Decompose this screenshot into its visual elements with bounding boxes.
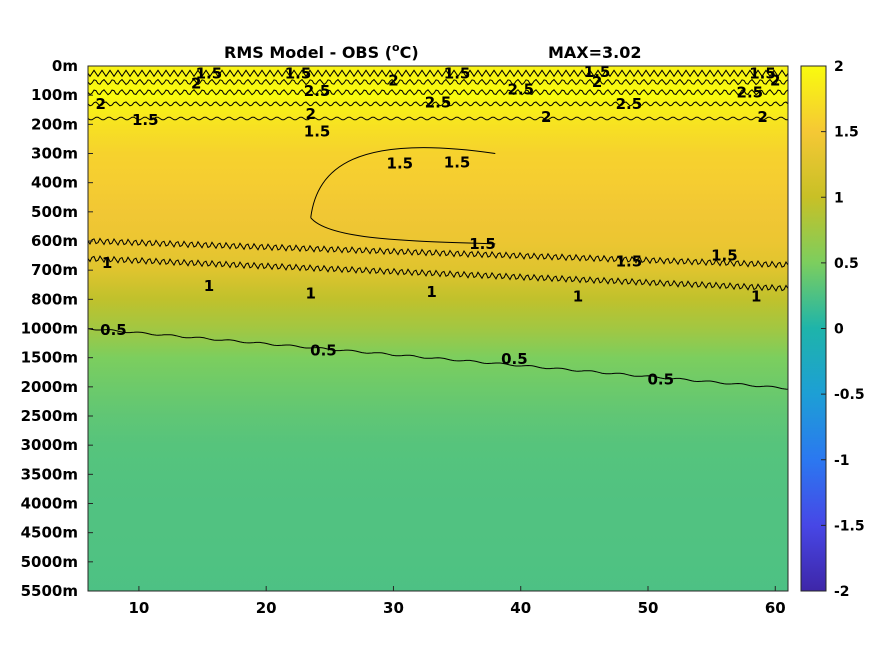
contour-label: 1 — [426, 283, 436, 301]
colorbar-tick-label: -1.5 — [834, 518, 865, 534]
y-axis: 0m 100m 200m 300m 400m 500m 600m 700m 800m 1000m 1… — [21, 57, 93, 600]
y-tick-label: 500m — [31, 203, 78, 221]
contour-label: 0.5 — [501, 350, 528, 368]
max-label: MAX=3.02 — [548, 43, 642, 62]
y-tick-label: 5000m — [21, 553, 78, 571]
contour-label: 1 — [306, 285, 316, 303]
y-tick-label: 1500m — [21, 349, 78, 367]
contour-label: 1.5 — [444, 64, 471, 82]
contour-label: 1.5 — [749, 64, 776, 82]
contour-label: 1 — [573, 287, 583, 305]
y-tick-label: 200m — [31, 115, 78, 133]
contour-label: 0.5 — [310, 341, 337, 359]
contour-label: 2 — [592, 73, 602, 91]
contour-label: 2.5 — [737, 83, 764, 101]
contour-label: 1.5 — [387, 155, 414, 173]
y-tick-label: 700m — [31, 261, 78, 279]
contour-label: 1.5 — [584, 63, 611, 81]
y-tick-label: 100m — [31, 86, 78, 104]
y-tick-label: 800m — [31, 290, 78, 308]
contour-label: 2 — [96, 95, 106, 113]
contour-label: 2 — [191, 75, 201, 93]
chart-title: RMS Model - OBS (oC) — [224, 41, 419, 62]
colorbar-tick-label: -0.5 — [834, 387, 865, 403]
contour-label: 1 — [751, 287, 761, 305]
x-tick-label: 50 — [638, 599, 659, 617]
colorbar-tick-label: 0.5 — [834, 256, 859, 272]
y-tick-label: 2000m — [21, 378, 78, 396]
contour-label: 1 — [204, 277, 214, 295]
y-tick-label: 4000m — [21, 495, 78, 513]
contour-label: 1 — [102, 254, 112, 272]
contour-line — [87, 89, 789, 96]
contour-label: 2 — [388, 72, 398, 90]
contour-label: 1.5 — [132, 111, 159, 129]
contour-line — [87, 101, 789, 107]
y-tick-label: 400m — [31, 174, 78, 192]
contour-label: 2 — [306, 105, 316, 123]
colorbar-tick-label: 2 — [834, 59, 844, 75]
contour-line — [87, 237, 789, 269]
y-tick-label: 300m — [31, 145, 78, 163]
colorbar-axis: 2 1.5 1 0.5 0 -0.5 -1 -1.5 -2 — [821, 59, 865, 600]
colorbar-tick-label: 1.5 — [834, 125, 859, 141]
colorbar-tick-label: 0 — [834, 322, 844, 338]
y-tick-label: 600m — [31, 232, 78, 250]
y-tick-label: 3000m — [21, 436, 78, 454]
x-tick-label: 40 — [510, 599, 531, 617]
contour-line — [87, 116, 788, 121]
x-tick-label: 10 — [128, 599, 149, 617]
x-axis: 10 20 30 40 50 60 — [128, 586, 786, 617]
contour-label: 2.5 — [304, 82, 331, 100]
colorbar-tick-label: -2 — [834, 584, 850, 600]
colorbar-tick-label: -1 — [834, 453, 850, 469]
contour-label: 2 — [757, 108, 767, 126]
x-tick-label: 30 — [383, 599, 404, 617]
x-tick-label: 20 — [256, 599, 277, 617]
x-tick-label: 60 — [765, 599, 786, 617]
contour-label: 2.5 — [425, 93, 452, 111]
heatmap-field — [88, 66, 788, 591]
contour-label: 2.5 — [616, 95, 643, 113]
contour-line — [310, 147, 496, 218]
y-tick-label: 2500m — [21, 407, 78, 425]
contour-label: 2.5 — [507, 80, 534, 98]
contour-label: 1.5 — [616, 252, 643, 270]
y-tick-label: 3500m — [21, 465, 78, 483]
contour-line — [310, 217, 496, 245]
contour-label: 0.5 — [647, 371, 674, 389]
contour-label: 2 — [770, 72, 780, 90]
contour-label: 1.5 — [444, 153, 471, 171]
contour-label: 0.5 — [100, 321, 127, 339]
contour-line — [87, 255, 789, 292]
contour-label: 1.5 — [285, 64, 312, 82]
contour-line — [87, 78, 789, 86]
y-tick-label: 5500m — [21, 582, 78, 600]
contour-label: 1.5 — [711, 247, 738, 265]
contour-line — [87, 69, 789, 78]
contour-label: 2 — [541, 108, 551, 126]
colorbar-tick-label: 1 — [834, 190, 844, 206]
contour-label: 1.5 — [469, 235, 496, 253]
contour-line — [87, 328, 789, 390]
y-tick-label: 0m — [52, 57, 78, 75]
y-tick-label: 4500m — [21, 524, 78, 542]
contour-lines — [87, 69, 789, 390]
contour-label: 1.5 — [304, 123, 331, 141]
y-tick-label: 1000m — [21, 320, 78, 338]
contour-label: 1.5 — [196, 64, 223, 82]
